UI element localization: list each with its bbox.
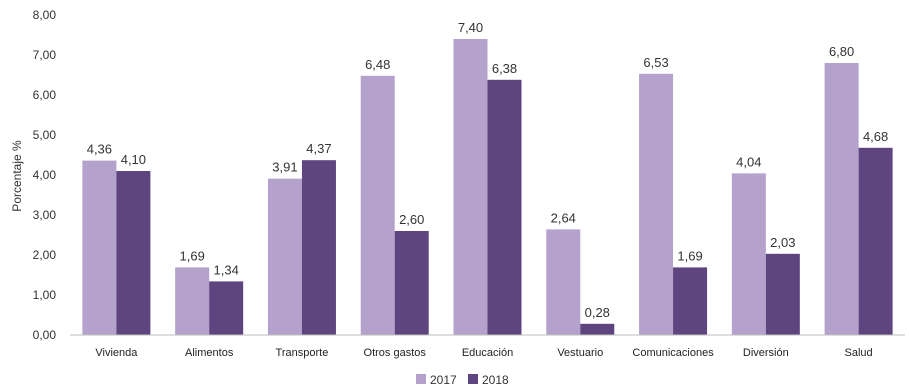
bar-2018-8 bbox=[765, 253, 800, 335]
data-label-2018-9: 4,68 bbox=[863, 129, 888, 144]
x-category-label: Vestuario bbox=[557, 347, 603, 359]
data-label-2017-9: 6,80 bbox=[829, 44, 854, 59]
data-label-2018-5: 6,38 bbox=[492, 61, 517, 76]
data-label-2018-3: 4,37 bbox=[306, 141, 331, 156]
y-tick-label: 4,00 bbox=[33, 168, 57, 182]
x-category-label: Otros gastos bbox=[364, 347, 427, 359]
y-tick-label: 8,00 bbox=[33, 8, 57, 22]
data-label-2017-4: 6,48 bbox=[365, 57, 390, 72]
y-axis-title: Porcentaje % bbox=[10, 140, 24, 212]
bar-2017-8 bbox=[731, 173, 766, 335]
bar-2018-1 bbox=[116, 171, 151, 335]
data-label-2018-4: 2,60 bbox=[399, 212, 424, 227]
legend-swatch-2017 bbox=[416, 374, 426, 384]
x-axis: Vivienda Alimentos Transporte Otros gastos E… bbox=[95, 347, 872, 359]
data-label-2018-1: 4,10 bbox=[121, 152, 146, 167]
data-label-2017-7: 6,53 bbox=[643, 55, 668, 70]
bar-2018-3 bbox=[301, 160, 336, 335]
bar-2017-7 bbox=[639, 73, 674, 336]
legend-label-2018: 2018 bbox=[482, 373, 509, 387]
data-label-2017-5: 7,40 bbox=[458, 20, 483, 35]
data-label-2017-2: 1,69 bbox=[180, 248, 205, 263]
data-label-2017-1: 4,36 bbox=[87, 142, 112, 157]
data-label-2018-2: 1,34 bbox=[214, 262, 239, 277]
bar-2018-5 bbox=[487, 79, 522, 335]
legend: 2017 2018 bbox=[416, 373, 509, 387]
y-tick-label: 2,00 bbox=[33, 248, 57, 262]
bar-2017-9 bbox=[824, 63, 859, 335]
data-label-2018-7: 1,69 bbox=[677, 248, 702, 263]
bar-2018-4 bbox=[394, 231, 429, 335]
data-label-2017-3: 3,91 bbox=[272, 160, 297, 175]
bars bbox=[82, 39, 893, 336]
data-label-2017-8: 4,04 bbox=[736, 154, 761, 169]
y-tick-label: 7,00 bbox=[33, 48, 57, 62]
x-category-label: Vivienda bbox=[95, 347, 138, 359]
bar-2017-6 bbox=[546, 229, 581, 335]
data-label-2018-8: 2,03 bbox=[770, 235, 795, 250]
data-label-2018-6: 0,28 bbox=[585, 305, 610, 320]
y-tick-label: 1,00 bbox=[33, 288, 57, 302]
y-tick-label: 0,00 bbox=[33, 328, 57, 342]
legend-label-2017: 2017 bbox=[430, 373, 457, 387]
x-category-label: Comunicaciones bbox=[632, 347, 714, 359]
y-tick-label: 5,00 bbox=[33, 128, 57, 142]
x-category-label: Educación bbox=[462, 347, 513, 359]
bar-2017-2 bbox=[175, 267, 210, 335]
y-tick-label: 6,00 bbox=[33, 88, 57, 102]
bar-2017-4 bbox=[360, 75, 395, 336]
x-category-label: Salud bbox=[845, 347, 873, 359]
data-label-2017-6: 2,64 bbox=[551, 210, 576, 225]
x-category-label: Alimentos bbox=[185, 347, 234, 359]
bar-2018-2 bbox=[209, 281, 244, 335]
y-axis: 0,00 1,00 2,00 3,00 4,00 5,00 6,00 7,00 8,00 bbox=[33, 8, 57, 342]
x-category-label: Transporte bbox=[276, 347, 329, 359]
legend-swatch-2018 bbox=[468, 374, 478, 384]
bar-2018-6 bbox=[580, 323, 615, 335]
bar-2017-3 bbox=[267, 178, 302, 335]
x-category-label: Diversión bbox=[743, 347, 789, 359]
bar-2017-1 bbox=[82, 160, 117, 335]
bar-2017-5 bbox=[453, 39, 488, 335]
data-labels: 4,36 4,10 1,69 1,34 3,91 4,37 6,48 2,60 7,40 6,38… bbox=[87, 20, 889, 320]
bar-2018-7 bbox=[673, 267, 708, 335]
y-tick-label: 3,00 bbox=[33, 208, 57, 222]
bar-2018-9 bbox=[858, 147, 893, 335]
